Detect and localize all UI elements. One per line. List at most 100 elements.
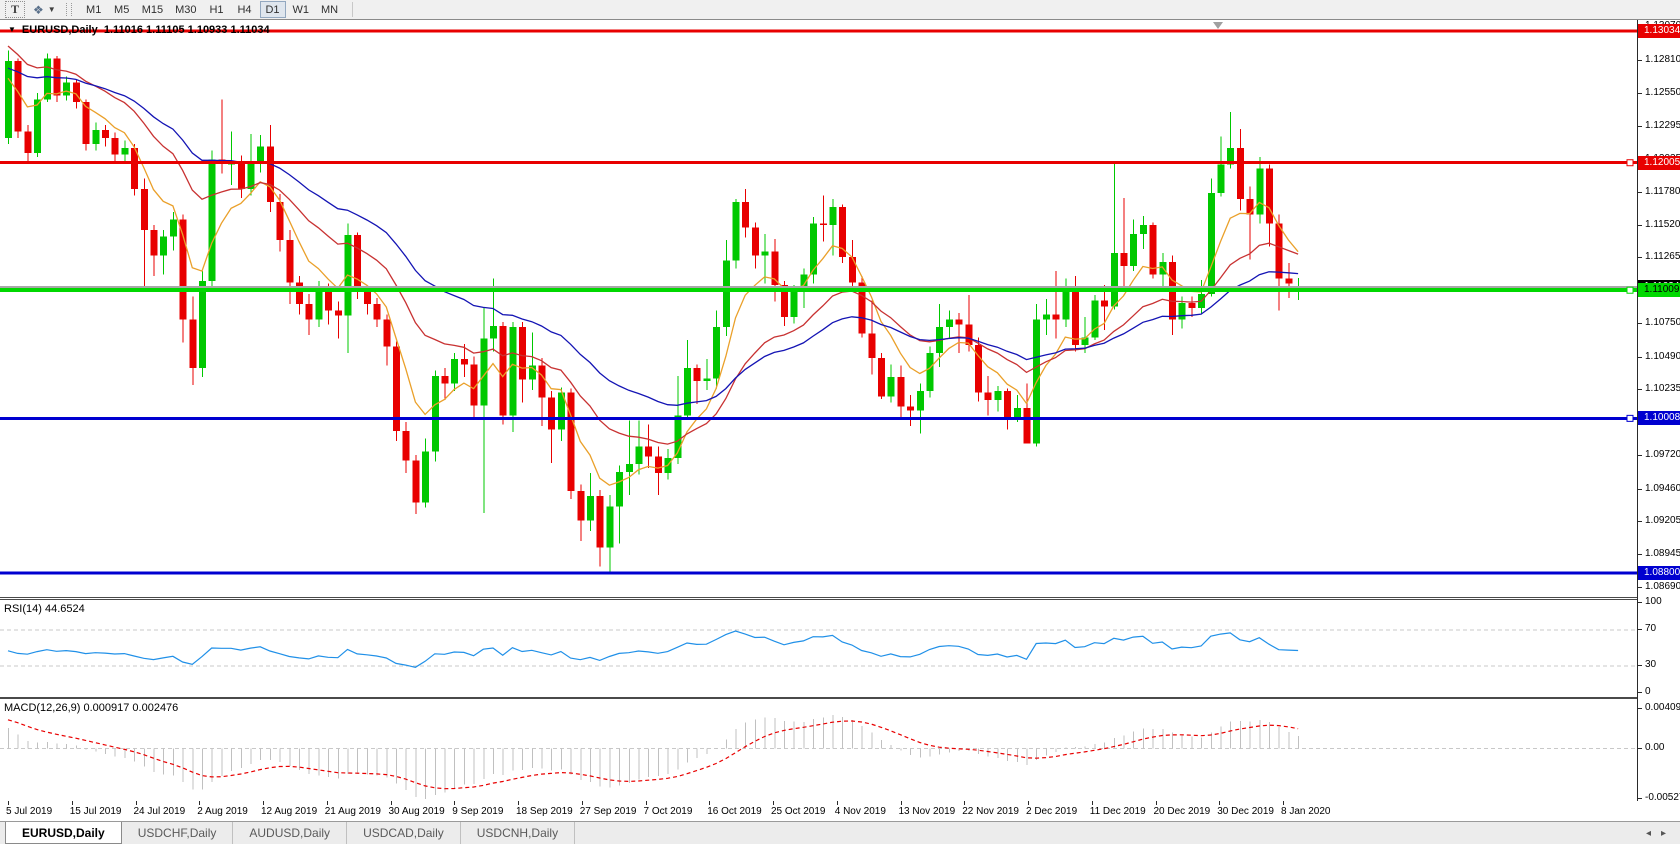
- rsi-axis-tick-label: 30: [1645, 659, 1657, 670]
- main-chart-panel[interactable]: ▼ EURUSD,Daily 1.11016 1.11105 1.10933 1.…: [0, 20, 1637, 598]
- price-axis[interactable]: 1.130701.128101.125501.122951.120351.117…: [1637, 20, 1680, 801]
- price-axis-tick-label: 1.08945: [1645, 548, 1680, 560]
- price-axis-tick: [1638, 356, 1642, 358]
- hline-price-badge: 1.11009: [1638, 283, 1680, 298]
- rsi-axis-tick-label: 70: [1645, 623, 1657, 634]
- date-axis-tick: [709, 801, 711, 805]
- date-axis-tick: [263, 801, 264, 805]
- date-axis-label: 4 Nov 2019: [834, 806, 886, 817]
- timeframe-button-h1[interactable]: H1: [204, 1, 230, 18]
- chart-tab-audusd[interactable]: AUDUSD,Daily: [233, 822, 348, 844]
- date-axis-tick: [199, 801, 201, 805]
- date-axis-tick: [581, 801, 583, 805]
- candlestick-chart: [0, 22, 1637, 575]
- date-axis-label: 9 Sep 2019: [452, 806, 504, 817]
- price-axis-tick: [1638, 59, 1642, 61]
- price-axis-tick-label: 1.12550: [1645, 86, 1680, 98]
- line-anchor-handle: [1626, 159, 1634, 167]
- chart-tab-bar: EURUSD,Daily USDCHF,Daily AUDUSD,Daily USDC…: [0, 821, 1680, 844]
- date-axis-label: 25 Oct 2019: [771, 806, 826, 817]
- chart-title: ▼ EURUSD,Daily 1.11016 1.11105 1.10933 1.…: [8, 24, 270, 36]
- price-axis-tick-label: 1.08690: [1645, 581, 1680, 593]
- timeframe-button-m5[interactable]: M5: [109, 1, 135, 18]
- chart-tab-usdcnh[interactable]: USDCNH,Daily: [461, 822, 576, 844]
- toolbar: T ❖ ▼ M1 M5 M15 M30 H1 H4 D1 W1 MN: [0, 0, 1680, 20]
- rsi-indicator-panel[interactable]: RSI(14) 44.6524: [0, 599, 1637, 698]
- date-axis-label: 13 Nov 2019: [898, 806, 956, 817]
- chevron-down-icon: ▼: [8, 25, 16, 34]
- timeframe-button-strip: M1 M5 M15 M30 H1 H4 D1 W1 MN: [80, 1, 344, 18]
- macd-axis-tick: [1638, 798, 1642, 800]
- moving-average-line-1: [7, 45, 1299, 445]
- timeframe-button-m15[interactable]: M15: [137, 1, 168, 18]
- price-axis-tick: [1638, 257, 1642, 259]
- date-axis-label: 11 Dec 2019: [1089, 806, 1146, 817]
- date-axis[interactable]: 5 Jul 2019 15 Jul 2019 24 Jul 2019 2 Aug 20…: [0, 801, 1680, 821]
- timeframe-button-mn[interactable]: MN: [316, 1, 343, 18]
- date-axis-tick: [1283, 801, 1284, 805]
- date-axis-tick: [773, 801, 774, 805]
- price-axis-tick-label: 1.11780: [1645, 185, 1680, 197]
- price-axis-tick: [1638, 323, 1642, 325]
- macd-chart: [0, 715, 1637, 799]
- toolbar-drag-handle[interactable]: [65, 3, 72, 16]
- rsi-name: RSI(14): [4, 603, 42, 615]
- tab-scroll-left-icon[interactable]: ◂: [1645, 827, 1651, 839]
- line-anchor-handle: [1626, 414, 1634, 422]
- rsi-line: [7, 630, 1299, 668]
- rsi-label: RSI(14) 44.6524: [4, 603, 85, 615]
- timeframe-button-d1[interactable]: D1: [259, 1, 286, 18]
- rsi-axis-tick-label: 0: [1645, 686, 1651, 697]
- date-axis-label: 8 Jan 2020: [1281, 806, 1331, 817]
- moving-average-line-0: [7, 77, 1299, 486]
- date-axis-tick: [8, 801, 9, 805]
- date-axis-label: 15 Jul 2019: [69, 806, 122, 817]
- chart-tab-usdcad[interactable]: USDCAD,Daily: [347, 822, 461, 844]
- price-axis-tick: [1638, 389, 1642, 391]
- chart-tab-eurusd[interactable]: EURUSD,Daily: [5, 822, 122, 844]
- date-axis-label: 16 Oct 2019: [707, 806, 762, 817]
- macd-indicator-panel[interactable]: MACD(12,26,9) 0.000917 0.002476: [0, 698, 1637, 803]
- hline-price-badge: 1.10008: [1638, 411, 1680, 426]
- price-axis-tick: [1638, 521, 1642, 523]
- tab-scroll-right-icon[interactable]: ▸: [1660, 827, 1666, 839]
- date-axis-tick: [454, 801, 456, 805]
- chart-tab-usdchf[interactable]: USDCHF,Daily: [122, 822, 234, 844]
- date-axis-label: 2 Aug 2019: [197, 806, 248, 817]
- date-axis-label: 7 Oct 2019: [643, 806, 693, 817]
- timeframe-button-h4[interactable]: H4: [232, 1, 258, 18]
- rsi-axis-tick: [1638, 665, 1642, 666]
- macd-axis-tick-label: -0.005273: [1645, 792, 1680, 801]
- date-axis-label: 2 Dec 2019: [1026, 806, 1078, 817]
- macd-axis-tick-label: 0.004095: [1645, 702, 1680, 714]
- timeframe-button-m1[interactable]: M1: [81, 1, 107, 18]
- macd-label: MACD(12,26,9) 0.000917 0.002476: [4, 702, 178, 714]
- date-axis-label: 24 Jul 2019: [133, 806, 186, 817]
- macd-axis-tick-label: 0.00: [1645, 741, 1665, 753]
- rsi-current-value: 44.6524: [41, 603, 85, 615]
- timeframe-button-m30[interactable]: M30: [170, 1, 201, 18]
- date-axis-tick: [390, 801, 392, 805]
- rsi-chart: [0, 629, 1637, 668]
- chart-symbol-period: EURUSD,Daily: [21, 24, 98, 36]
- date-axis-tick: [71, 801, 73, 805]
- date-axis-tick: [326, 801, 328, 805]
- price-axis-tick-label: 1.12810: [1645, 53, 1680, 65]
- date-axis-tick: [1028, 801, 1029, 805]
- price-axis-tick: [1638, 587, 1642, 589]
- text-tool-button[interactable]: T: [5, 1, 25, 18]
- price-axis-tick: [1638, 125, 1642, 127]
- hline-price-badge: 1.12005: [1638, 155, 1680, 170]
- chevron-down-icon: ▼: [47, 5, 56, 14]
- date-axis-label: 21 Aug 2019: [324, 806, 381, 817]
- date-axis-label: 30 Dec 2019: [1217, 806, 1274, 817]
- candlestick-series: [5, 50, 1303, 575]
- date-axis-tick: [900, 801, 902, 805]
- timeframe-button-w1[interactable]: W1: [288, 1, 315, 18]
- date-axis-tick: [518, 801, 519, 805]
- price-axis-tick: [1638, 455, 1642, 457]
- date-axis-label: 12 Aug 2019: [261, 806, 318, 817]
- arrows-tool-button[interactable]: ❖ ▼: [33, 3, 56, 17]
- macd-name: MACD(12,26,9): [4, 702, 81, 714]
